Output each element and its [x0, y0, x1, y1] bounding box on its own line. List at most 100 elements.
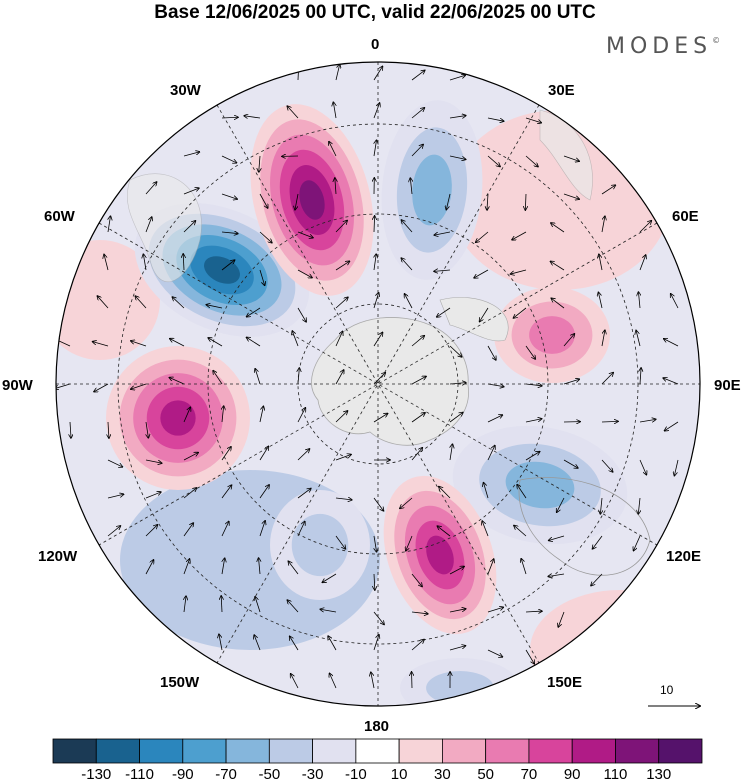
anomaly-contour	[505, 461, 575, 509]
colorbar-tick-label: -130	[81, 766, 112, 783]
wind-arrow	[183, 221, 195, 233]
anomaly-indian-high	[494, 287, 610, 383]
wind-arrow	[259, 269, 265, 285]
wind-arrow	[557, 497, 565, 512]
wind-arrow	[259, 558, 260, 575]
wind-arrow	[108, 216, 110, 233]
wind-arrow	[563, 155, 579, 161]
wind-arrow	[373, 66, 382, 81]
wind-arrow	[525, 419, 542, 423]
wind-arrow	[636, 330, 641, 347]
wind-arrow	[288, 561, 299, 575]
wind-arrow	[335, 64, 340, 81]
wind-arrow	[599, 254, 603, 271]
modes-logo: MODES©	[606, 34, 720, 59]
wind-arrow	[563, 334, 574, 347]
wind-arrow	[333, 102, 337, 119]
wind-arrow	[548, 574, 565, 576]
map-title: Base 12/06/2025 00 UTC, valid 22/06/2025…	[154, 2, 596, 23]
wind-arrow	[373, 373, 385, 385]
wind-arrow	[145, 459, 162, 463]
wind-arrow	[297, 522, 305, 537]
wind-arrow	[131, 383, 147, 389]
anomaly-contour	[412, 154, 452, 226]
wind-arrow	[411, 413, 425, 423]
antarctica-landmass	[311, 317, 469, 446]
wind-arrow	[639, 255, 646, 271]
wind-arrow	[183, 407, 190, 423]
wind-arrow	[221, 558, 225, 575]
colorbar-tick-label: 50	[477, 766, 494, 783]
wind-arrow	[487, 559, 494, 575]
colorbar-swatch	[398, 738, 443, 764]
colorbar-swatch	[485, 738, 530, 764]
wind-arrow	[411, 108, 424, 119]
wind-arrow	[601, 373, 613, 385]
wind-arrow	[476, 231, 489, 242]
wind-arrow	[601, 185, 615, 195]
wind-arrow	[287, 600, 299, 613]
wind-arrow	[221, 447, 231, 461]
wind-arrow	[135, 296, 147, 309]
wind-arrow	[328, 636, 337, 651]
wind-arrow	[483, 483, 489, 499]
colorbar-swatch	[441, 738, 487, 764]
wind-arrow	[221, 232, 238, 234]
wind-arrow	[449, 609, 466, 613]
wind-arrow	[434, 270, 451, 271]
wind-arrow	[183, 559, 190, 575]
wind-arrow	[146, 421, 148, 438]
colorbar-swatch	[528, 738, 573, 764]
lon-label-120w: 120W	[38, 548, 78, 565]
wind-arrow	[107, 494, 124, 499]
wind-arrow	[401, 258, 413, 271]
wind-arrow	[255, 597, 261, 613]
wind-arrow	[104, 254, 109, 271]
wind-arrow	[487, 155, 500, 167]
wind-arrow	[591, 573, 603, 586]
anomaly-contour	[160, 400, 196, 436]
colorbar-tick-label: -50	[258, 766, 281, 783]
wind-arrow	[221, 260, 235, 271]
wind-arrow	[97, 296, 109, 309]
wind-arrow	[222, 406, 224, 423]
wind-arrow	[373, 103, 380, 119]
reference-vector-label: 10	[660, 683, 674, 697]
wind-arrow	[480, 307, 489, 322]
anomaly-contour	[299, 180, 325, 220]
wind-arrow	[549, 535, 565, 540]
lon-label-150e: 150E	[547, 674, 583, 691]
wind-arrow	[563, 379, 579, 385]
wind-arrow	[287, 106, 299, 119]
lon-label-150w: 150W	[160, 674, 200, 691]
lon-label-60w: 60W	[44, 208, 75, 225]
colorbar-tick-label: -110	[125, 766, 154, 783]
wind-arrow	[639, 459, 646, 475]
wind-arrow	[639, 419, 656, 423]
wind-arrow	[183, 188, 199, 195]
weak-positive-patch	[530, 590, 700, 706]
wind-arrow	[373, 635, 379, 651]
map-boundary	[55, 61, 701, 707]
wind-arrow	[406, 535, 413, 551]
wind-arrow	[487, 383, 504, 387]
wind-arrow	[521, 559, 527, 575]
wind-arrow	[514, 525, 527, 537]
colorbar-tick-label: 10	[390, 766, 408, 783]
wind-arrow	[449, 646, 465, 651]
wind-arrow	[172, 297, 185, 309]
wind-arrow	[56, 383, 71, 389]
wind-arrow	[145, 560, 154, 575]
wind-arrow	[255, 369, 261, 385]
brand-text: MODES	[606, 34, 713, 59]
wind-arrow	[291, 674, 299, 689]
lon-label-120e: 120E	[666, 548, 702, 565]
colorbar-tick-label: -30	[301, 766, 324, 783]
wind-arrow	[259, 521, 265, 537]
wind-arrow	[525, 117, 541, 123]
wind-arrow	[664, 339, 679, 347]
wind-arrow	[511, 269, 527, 274]
wind-arrow	[439, 487, 451, 499]
wind-arrow	[671, 294, 679, 309]
wind-arrow	[449, 412, 463, 423]
